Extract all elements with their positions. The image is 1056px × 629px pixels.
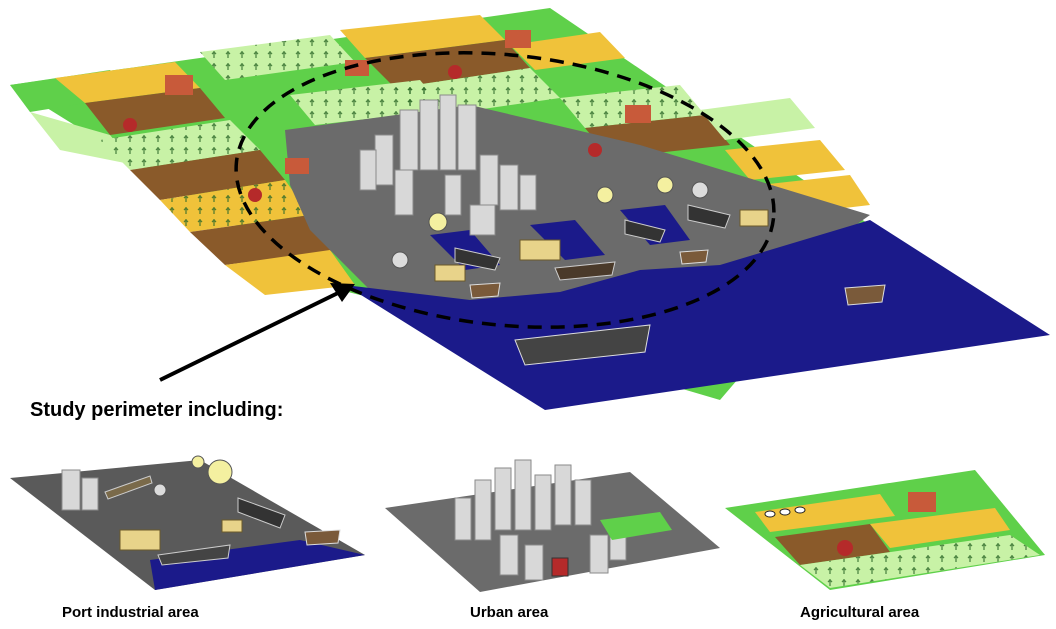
- barn-icon: [908, 492, 936, 512]
- field-strip: [190, 215, 340, 265]
- barn-icon: [165, 30, 651, 174]
- perimeter-ellipse: [234, 51, 776, 329]
- dock-inlet: [620, 205, 690, 245]
- building-icon: [359, 94, 537, 236]
- panel-urban: [385, 459, 720, 592]
- field-strip: [85, 88, 225, 135]
- urban-caption: Urban area: [470, 604, 549, 621]
- field-strip: [130, 150, 285, 200]
- field-strip: [225, 250, 355, 295]
- agricultural-caption: Agricultural area: [800, 604, 920, 621]
- storage-tank-icon: [391, 176, 709, 269]
- field-strip: [700, 98, 815, 140]
- storage-tank-icon: [153, 455, 233, 497]
- main-map: [10, 8, 1050, 410]
- arrow-icon: [159, 283, 355, 382]
- field-strip: [30, 112, 135, 165]
- tractor-icon: [837, 540, 853, 556]
- panel-port-industrial: [10, 455, 365, 590]
- dock-inlet: [530, 220, 605, 260]
- field-strip: [55, 62, 200, 103]
- building-icon: [454, 459, 627, 581]
- field-strip: [725, 140, 845, 180]
- field-strip: [510, 32, 625, 70]
- factory-icon: [119, 519, 243, 551]
- port-industrial-caption: Port industrial area: [62, 604, 199, 621]
- ship-icon: [104, 475, 341, 566]
- field-strip: [340, 15, 505, 58]
- building-icon: [61, 469, 99, 511]
- factory-icon: [434, 209, 769, 282]
- cow-icon: [764, 506, 806, 518]
- tractor-icon: [123, 65, 602, 202]
- panel-agricultural: [725, 470, 1045, 590]
- study-perimeter-label: Study perimeter including:: [30, 399, 284, 421]
- ship-icon: [454, 204, 886, 366]
- water-area: [345, 220, 1050, 410]
